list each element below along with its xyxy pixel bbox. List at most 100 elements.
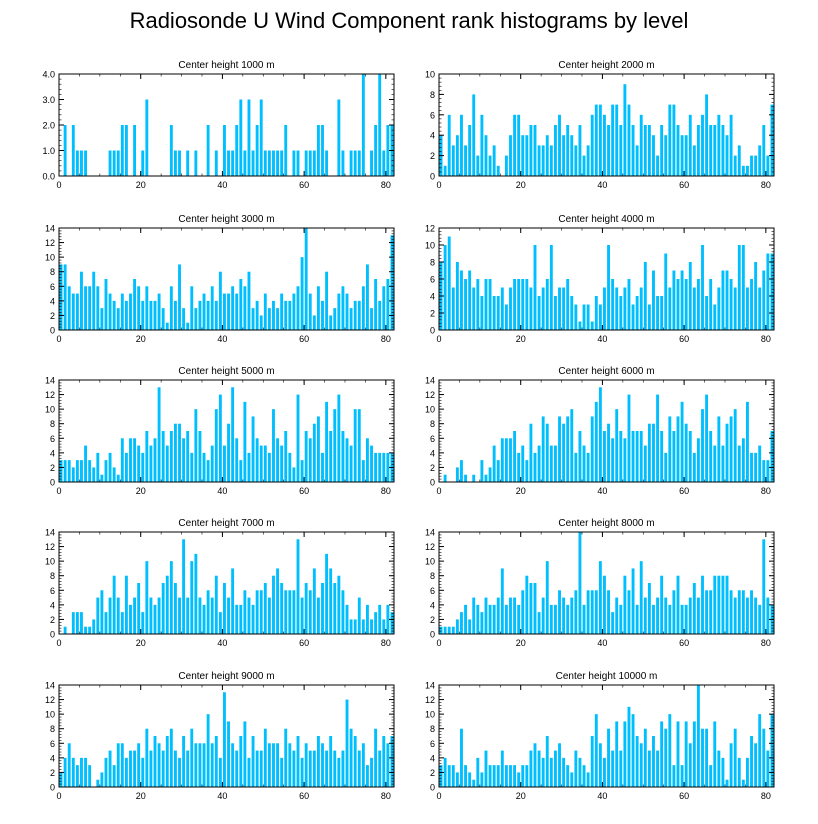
- bar: [157, 387, 161, 482]
- bar: [664, 728, 668, 787]
- bar: [692, 287, 696, 330]
- bar: [321, 125, 324, 176]
- bar: [325, 750, 329, 787]
- panel-title: Center height 9000 m: [178, 671, 274, 682]
- bar: [635, 296, 639, 330]
- bar: [71, 757, 75, 787]
- bar: [741, 165, 745, 176]
- bar: [133, 750, 137, 787]
- bar: [611, 279, 615, 330]
- y-tick-label: 2: [50, 311, 55, 321]
- bar: [607, 728, 610, 787]
- bar: [84, 626, 87, 634]
- bar: [635, 604, 639, 634]
- bar: [267, 308, 271, 330]
- bar: [492, 604, 496, 634]
- x-tick-label: 60: [299, 486, 309, 496]
- y-tick-label: 12: [45, 542, 55, 552]
- bar: [656, 394, 660, 482]
- bar: [460, 728, 463, 787]
- bar: [586, 452, 590, 482]
- bar: [251, 736, 255, 787]
- x-tick-label: 40: [217, 180, 227, 190]
- bar: [198, 597, 202, 634]
- bar: [137, 583, 141, 634]
- bar: [108, 293, 112, 330]
- bar: [484, 597, 488, 634]
- bar: [349, 619, 353, 634]
- bar: [668, 104, 672, 176]
- bar: [574, 145, 578, 176]
- bar: [553, 445, 557, 482]
- bar: [484, 135, 488, 176]
- y-tick-label: 2: [50, 615, 55, 625]
- x-tick-label: 40: [217, 638, 227, 648]
- bar: [729, 416, 733, 482]
- bar: [615, 409, 619, 482]
- bar: [676, 575, 680, 634]
- bar: [194, 150, 198, 176]
- bar: [84, 286, 87, 330]
- bar: [108, 150, 112, 176]
- bar: [705, 590, 709, 634]
- bar: [259, 99, 263, 176]
- bar: [647, 304, 651, 330]
- x-tick-label: 0: [56, 334, 61, 344]
- y-tick-label: 12: [45, 238, 55, 248]
- bar: [145, 728, 149, 787]
- bar: [521, 135, 525, 176]
- bar: [235, 604, 239, 634]
- y-tick-label: 10: [45, 405, 55, 415]
- bar: [692, 583, 696, 634]
- bar: [161, 431, 165, 482]
- bar: [67, 743, 71, 787]
- bar: [517, 772, 521, 787]
- bar: [141, 757, 145, 787]
- bar: [214, 300, 218, 330]
- bar: [75, 150, 79, 176]
- bar: [161, 583, 165, 634]
- bar: [737, 245, 741, 330]
- bar: [696, 597, 700, 634]
- x-tick-label: 20: [516, 334, 526, 344]
- bar: [484, 750, 488, 787]
- bar: [382, 150, 386, 176]
- bar: [370, 757, 373, 787]
- y-tick-label: 4: [430, 600, 435, 610]
- bar: [190, 286, 194, 330]
- bar: [386, 279, 390, 330]
- bar: [263, 728, 267, 787]
- bar: [725, 779, 729, 787]
- bar: [59, 264, 63, 330]
- bar: [157, 597, 161, 634]
- bar: [227, 597, 230, 634]
- bar: [472, 779, 476, 787]
- bar: [71, 612, 75, 634]
- bar: [382, 286, 386, 330]
- bar: [378, 604, 382, 634]
- x-tick-label: 0: [56, 486, 61, 496]
- bar: [746, 401, 749, 482]
- bar: [300, 460, 304, 482]
- y-tick-label: 6: [430, 110, 435, 120]
- bar: [517, 114, 521, 176]
- bar: [521, 445, 525, 482]
- y-tick-label: 8: [430, 258, 435, 268]
- bar: [717, 575, 721, 634]
- bar: [558, 287, 561, 330]
- bar: [292, 293, 296, 330]
- bar: [684, 135, 688, 176]
- bar: [521, 590, 525, 634]
- bar: [750, 736, 753, 787]
- bar: [120, 125, 124, 176]
- bar: [374, 279, 378, 330]
- bar: [766, 597, 770, 634]
- bar: [664, 452, 668, 482]
- bar: [169, 431, 173, 482]
- bar: [553, 604, 557, 634]
- bar: [692, 145, 696, 176]
- bar: [280, 583, 284, 634]
- y-tick-label: 8: [50, 571, 55, 581]
- bar: [333, 750, 337, 787]
